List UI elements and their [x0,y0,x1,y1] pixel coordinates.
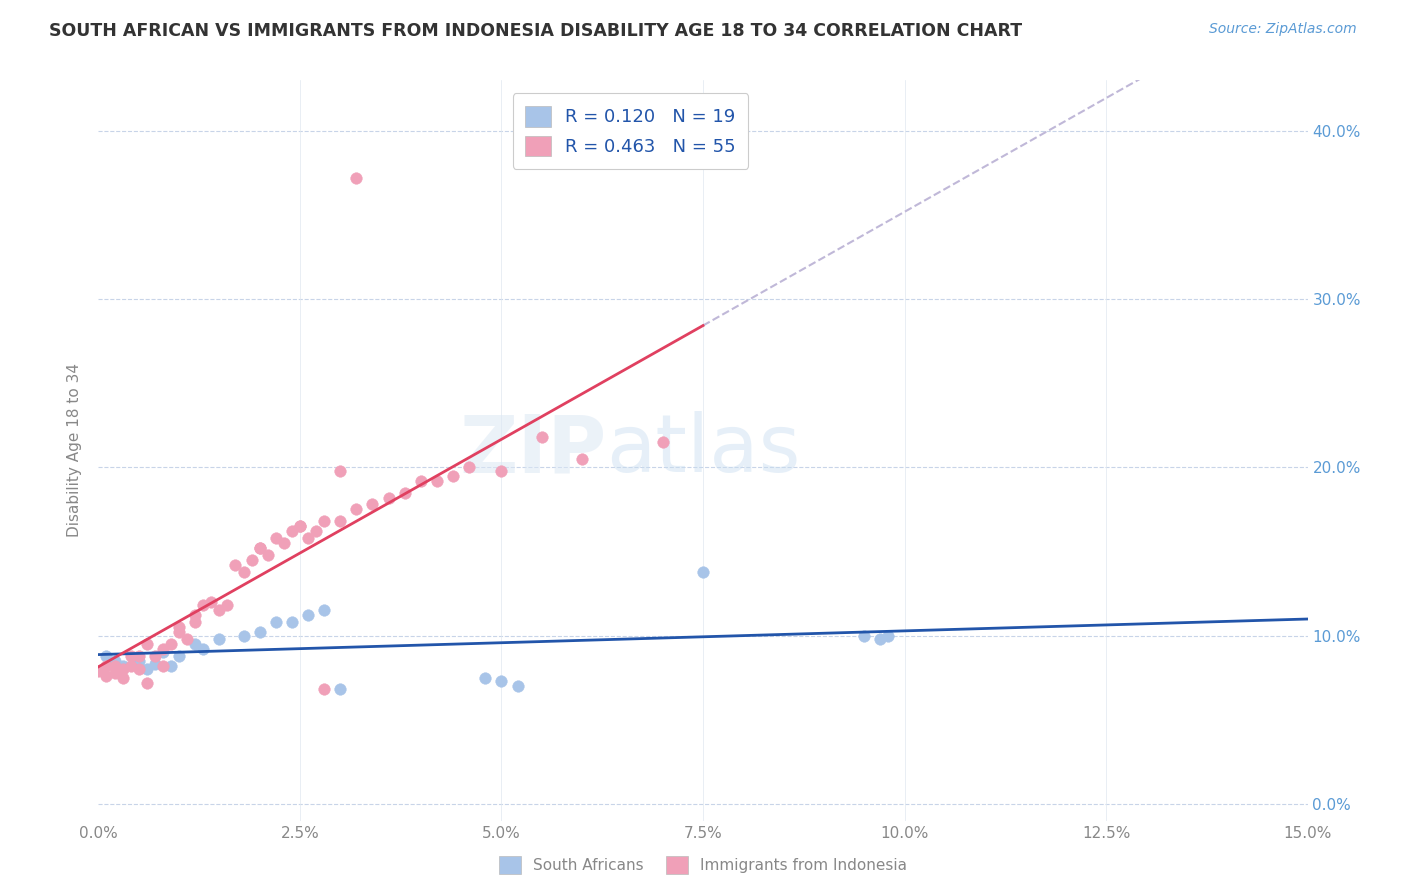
Point [305,524,328,539]
Point [193,642,215,657]
Point [314,603,336,617]
Point [409,474,432,488]
Point [281,524,304,539]
Point [135,662,157,676]
Point [264,531,287,545]
Point [314,682,336,697]
Point [249,541,271,555]
Point [152,642,174,657]
Point [224,558,246,572]
Point [184,608,207,623]
Point [152,658,174,673]
Point [441,468,464,483]
Point [167,648,190,663]
Point [120,658,142,673]
Point [217,599,239,613]
Point [329,682,352,697]
Point [297,531,319,545]
Point [249,625,271,640]
Point [96,658,118,673]
Point [264,615,287,629]
Point [506,679,529,693]
Point [96,648,118,663]
Point [377,491,399,505]
Point [135,637,157,651]
Text: SOUTH AFRICAN VS IMMIGRANTS FROM INDONESIA DISABILITY AGE 18 TO 34 CORRELATION C: SOUTH AFRICAN VS IMMIGRANTS FROM INDONES… [49,22,1022,40]
Point [530,430,553,444]
Point [491,464,513,478]
Point [200,595,222,609]
Point [344,502,367,516]
Point [232,628,254,642]
Point [87,664,110,678]
Y-axis label: Disability Age 18 to 34: Disability Age 18 to 34 [67,363,83,538]
Legend: South Africans, Immigrants from Indonesia: South Africans, Immigrants from Indonesi… [494,850,912,880]
Point [273,536,295,550]
Point [249,541,271,555]
Point [692,565,714,579]
Text: Source: ZipAtlas.com: Source: ZipAtlas.com [1209,22,1357,37]
Point [176,632,198,646]
Point [184,615,207,629]
Point [103,658,125,673]
Point [571,451,593,466]
Point [474,671,496,685]
Point [329,464,352,478]
Text: atlas: atlas [606,411,800,490]
Point [128,662,150,676]
Text: ZIP: ZIP [458,411,606,490]
Point [297,608,319,623]
Point [288,519,311,533]
Point [167,625,190,640]
Point [184,637,207,651]
Point [160,637,183,651]
Point [491,673,513,688]
Point [394,485,416,500]
Point [96,669,118,683]
Point [160,658,183,673]
Point [232,565,254,579]
Point [152,645,174,659]
Point [135,675,157,690]
Point [103,654,125,668]
Legend: R = 0.120   N = 19, R = 0.463   N = 55: R = 0.120 N = 19, R = 0.463 N = 55 [513,93,748,169]
Point [111,658,134,673]
Point [143,648,166,663]
Point [877,628,900,642]
Point [120,648,142,663]
Point [111,662,134,676]
Point [256,548,278,562]
Point [281,615,304,629]
Point [240,553,263,567]
Point [128,648,150,663]
Point [111,671,134,685]
Point [426,474,449,488]
Point [869,632,891,646]
Point [361,497,384,511]
Point [103,665,125,680]
Point [458,460,481,475]
Point [344,170,367,185]
Point [193,599,215,613]
Point [143,657,166,672]
Point [208,603,231,617]
Point [288,519,311,533]
Point [208,632,231,646]
Point [651,435,673,450]
Point [314,514,336,528]
Point [128,654,150,668]
Point [329,514,352,528]
Point [167,620,190,634]
Point [853,628,876,642]
